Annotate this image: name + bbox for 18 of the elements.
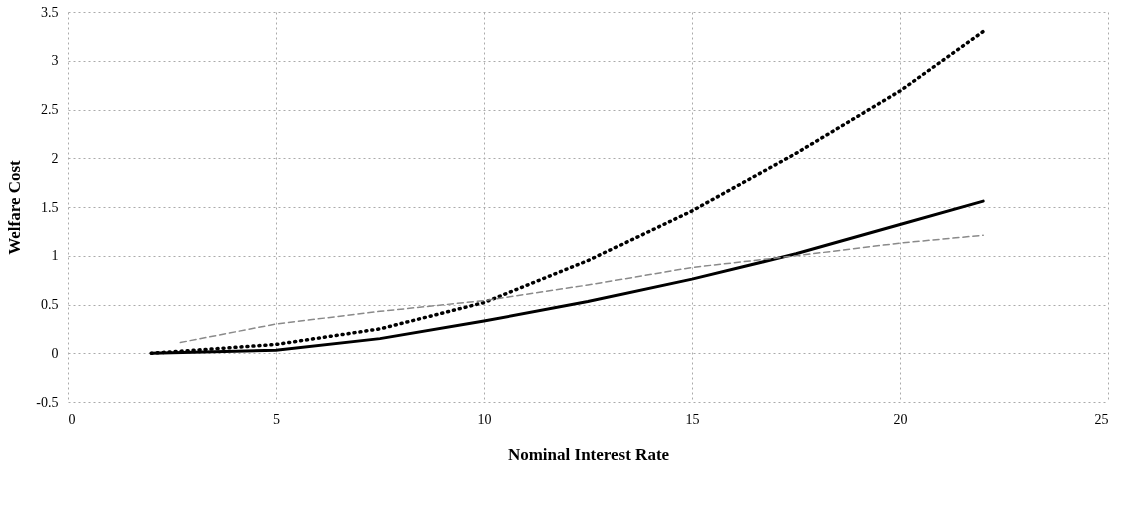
y-tick-label: 2.5 [41, 102, 59, 117]
line-series [179, 234, 984, 344]
y-tick-label: 0 [51, 345, 59, 361]
x-tick-label: 20 [893, 411, 908, 427]
x-tick-label: 0 [68, 411, 76, 427]
y-tick-label: 2 [51, 150, 59, 166]
x-tick-label: 5 [273, 411, 280, 427]
y-tick-label: -0.5 [36, 394, 59, 410]
x-tick-label: 15 [685, 411, 700, 427]
y-tick-label: 3 [51, 53, 59, 69]
y-tick-label: 1 [51, 248, 59, 264]
x-tick-label: 10 [477, 411, 492, 427]
x-axis-title: Nominal Interest Rate [507, 444, 670, 464]
y-tick-label: 3.5 [41, 4, 59, 20]
y-tick-label: 0.5 [41, 297, 59, 312]
y-tick-label: 1.5 [41, 199, 59, 215]
x-tick-label: 25 [1094, 411, 1109, 427]
y-axis-title: Welfare Cost [5, 159, 25, 255]
